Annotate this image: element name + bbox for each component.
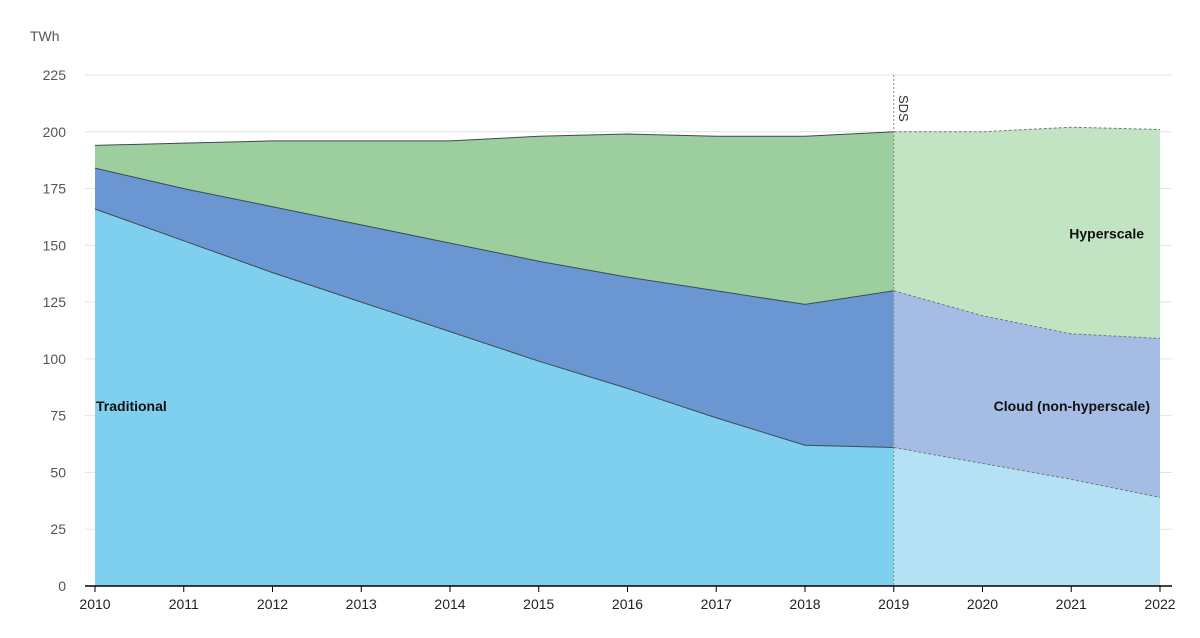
boundary-traditional-projection bbox=[893, 447, 1161, 498]
area-cloud-non-hyperscale-projection bbox=[893, 290, 1160, 498]
x-tick-label-2015: 2015 bbox=[523, 596, 554, 612]
x-tick-label-2012: 2012 bbox=[257, 596, 288, 612]
x-tick-label-2021: 2021 bbox=[1056, 596, 1087, 612]
boundary-cloud-non-hyperscale-historical bbox=[94, 167, 894, 305]
y-tick-label-100: 100 bbox=[43, 351, 67, 367]
boundary-cloud-non-hyperscale-projection bbox=[893, 290, 1161, 339]
y-tick-label-175: 175 bbox=[43, 181, 67, 197]
x-tick-label-2014: 2014 bbox=[434, 596, 465, 612]
series-label-cloud-non-hyperscale: Cloud (non-hyperscale) bbox=[994, 398, 1150, 414]
x-tick-label-2013: 2013 bbox=[346, 596, 377, 612]
projection-label: SDS bbox=[896, 95, 911, 122]
x-tick-label-2017: 2017 bbox=[701, 596, 732, 612]
boundary-hyperscale-projection bbox=[893, 126, 1161, 133]
area-hyperscale-historical bbox=[95, 131, 894, 305]
area-traditional-historical bbox=[95, 209, 894, 586]
area-cloud-non-hyperscale-historical bbox=[95, 168, 894, 448]
x-tick-label-2019: 2019 bbox=[878, 596, 909, 612]
area-boundaries: SDS bbox=[94, 75, 1161, 586]
y-tick-label-200: 200 bbox=[43, 124, 67, 140]
x-tick-label-2010: 2010 bbox=[79, 596, 110, 612]
stacked-areas bbox=[95, 127, 1160, 586]
x-tick-label-2020: 2020 bbox=[967, 596, 998, 612]
x-tick-label-2016: 2016 bbox=[612, 596, 643, 612]
y-tick-label-25: 25 bbox=[50, 521, 66, 537]
y-tick-label-225: 225 bbox=[43, 67, 67, 83]
y-tick-label-150: 150 bbox=[43, 237, 67, 253]
series-label-traditional: Traditional bbox=[96, 398, 167, 414]
x-tick-label-2022: 2022 bbox=[1144, 596, 1175, 612]
y-tick-label-125: 125 bbox=[43, 294, 67, 310]
boundary-hyperscale-historical bbox=[94, 131, 894, 146]
axes: 0 25 50 75 100 125 150 175 200 225 2010 2011 2012 201… bbox=[43, 67, 1176, 612]
x-tick-label-2011: 2011 bbox=[169, 596, 199, 612]
boundary-traditional-historical bbox=[94, 208, 894, 448]
y-tick-label-50: 50 bbox=[50, 464, 66, 480]
area-traditional-projection bbox=[893, 447, 1160, 586]
y-tick-label-75: 75 bbox=[50, 408, 66, 424]
area-hyperscale-projection bbox=[893, 127, 1160, 339]
y-tick-label-0: 0 bbox=[58, 578, 66, 594]
x-tick-label-2018: 2018 bbox=[789, 596, 820, 612]
series-label-hyperscale: Hyperscale bbox=[1069, 226, 1144, 242]
y-axis-unit-label: TWh bbox=[30, 28, 60, 44]
area-labels: Traditional Cloud (non-hyperscale) Hypersc… bbox=[96, 226, 1150, 415]
